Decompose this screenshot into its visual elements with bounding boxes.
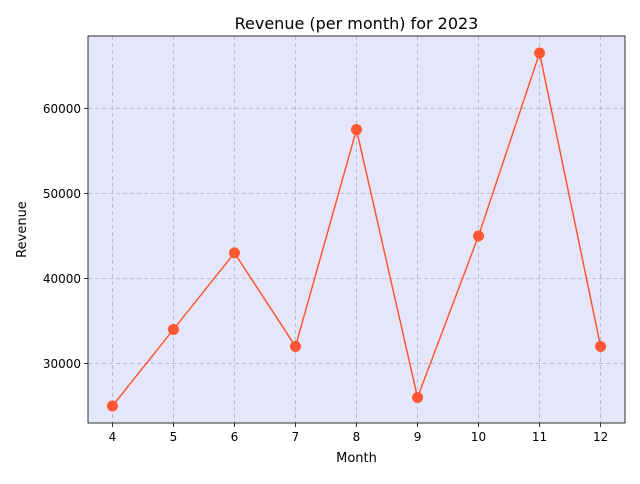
y-tick-label: 40000 bbox=[43, 272, 81, 286]
x-tick-label: 6 bbox=[231, 430, 239, 444]
axes bbox=[84, 35, 626, 427]
x-tick-label: 5 bbox=[170, 430, 178, 444]
data-point-marker bbox=[167, 323, 179, 335]
data-point-marker bbox=[106, 400, 118, 412]
x-tick-label: 8 bbox=[353, 430, 361, 444]
x-tick-label: 4 bbox=[109, 430, 117, 444]
data-point-marker bbox=[289, 340, 301, 352]
data-point-marker bbox=[351, 124, 362, 136]
y-tick-label: 30000 bbox=[43, 357, 81, 371]
data-point-marker bbox=[473, 230, 485, 242]
y-tick-label: 50000 bbox=[43, 187, 81, 201]
x-tick-label: 12 bbox=[593, 430, 608, 444]
data-point-marker bbox=[595, 340, 607, 352]
x-tick-label: 9 bbox=[414, 430, 422, 444]
y-axis-label: Revenue bbox=[15, 201, 30, 258]
grid-lines bbox=[88, 36, 625, 423]
x-axis-label: Month bbox=[336, 451, 377, 466]
x-tick-label: 11 bbox=[532, 430, 547, 444]
x-tick-label: 7 bbox=[292, 430, 300, 444]
series-markers bbox=[106, 47, 607, 412]
y-tick-label: 60000 bbox=[43, 102, 81, 116]
data-point-marker bbox=[412, 391, 424, 403]
plot-frame bbox=[87, 35, 626, 424]
chart-title: Revenue (per month) for 2023 bbox=[235, 14, 479, 33]
data-point-marker bbox=[534, 47, 546, 59]
data-point-marker bbox=[228, 247, 240, 259]
tick-labels: 4 5 6 7 8 9 10 11 12 30000 40000 50000 60000 bbox=[43, 102, 608, 444]
x-tick-label: 10 bbox=[471, 430, 486, 444]
